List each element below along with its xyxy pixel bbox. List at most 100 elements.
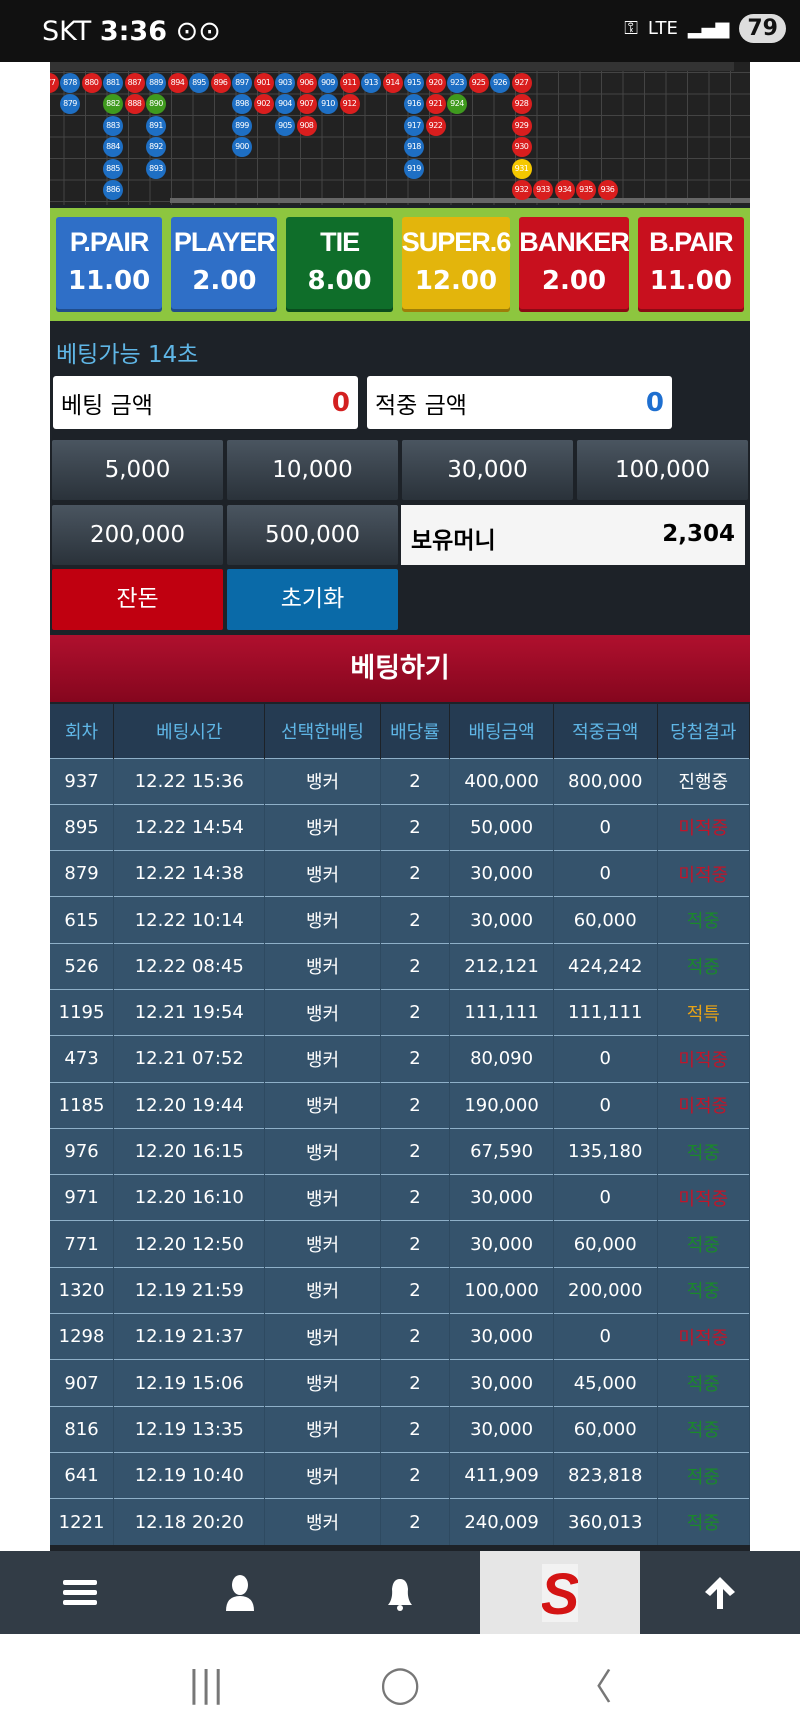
- table-cell: 0: [553, 1081, 658, 1129]
- bead-b: 900: [232, 137, 252, 157]
- table-cell: 30,000: [449, 850, 554, 897]
- bead-r: 925: [468, 72, 489, 93]
- bead-b: 899: [232, 115, 252, 136]
- table-cell: 30,000: [449, 1405, 554, 1453]
- user-button[interactable]: [160, 1551, 320, 1634]
- chip-button[interactable]: 500,000: [227, 505, 398, 565]
- home-logo-button[interactable]: S: [480, 1551, 640, 1634]
- table-cell: 2: [380, 1498, 451, 1546]
- table-cell: 뱅커: [264, 1359, 381, 1407]
- menu-icon: [63, 1579, 97, 1605]
- chip-button[interactable]: 30,000: [402, 440, 573, 500]
- bet-option-super-6[interactable]: SUPER.6 12.00: [401, 217, 511, 312]
- scroll-top-button[interactable]: [640, 1551, 800, 1634]
- table-cell: 971: [50, 1174, 115, 1221]
- chip-button[interactable]: 200,000: [52, 505, 223, 565]
- recent-apps-icon[interactable]: |||: [187, 1663, 225, 1705]
- table-row: 526 12.22 08:45 뱅커 2 212,121 424,242 적중: [50, 942, 750, 990]
- bead-r: 930: [511, 137, 532, 157]
- table-cell: 60,000: [553, 896, 658, 944]
- table-cell: 12.22 15:36: [113, 757, 266, 805]
- bet-option-tie[interactable]: TIE 8.00: [286, 217, 393, 312]
- bead-r: 888: [124, 94, 145, 114]
- table-row: 1195 12.21 19:54 뱅커 2 111,111 111,111 적특: [50, 988, 750, 1036]
- bead-r: 894: [167, 72, 188, 93]
- table-cell: 111,111: [449, 988, 554, 1036]
- table-row: 1185 12.20 19:44 뱅커 2 190,000 0 미적중: [50, 1081, 750, 1129]
- bead-r: 902: [253, 94, 274, 114]
- table-cell: 615: [50, 896, 115, 944]
- table-cell: 12.22 08:45: [113, 942, 266, 990]
- bet-option-b-pair[interactable]: B.PAIR 11.00: [637, 217, 744, 312]
- table-cell: 뱅커: [264, 1220, 381, 1268]
- bead-b: 917: [404, 115, 424, 136]
- change-button[interactable]: 잔돈: [52, 569, 223, 630]
- bead-b: 905: [275, 115, 295, 136]
- bead-r: 887: [124, 72, 145, 93]
- bead-b: 903: [275, 72, 295, 93]
- table-cell: 473: [50, 1035, 115, 1083]
- chip-button[interactable]: 5,000: [52, 440, 223, 500]
- chip-button[interactable]: 100,000: [577, 440, 748, 500]
- table-cell: 30,000: [449, 1174, 554, 1221]
- bead-b: 892: [146, 137, 166, 157]
- table-row: 1221 12.18 20:20 뱅커 2 240,009 360,013 적중: [50, 1498, 750, 1546]
- table-cell: 937: [50, 757, 115, 805]
- table-cell: 30,000: [449, 1220, 554, 1268]
- table-cell: 60,000: [553, 1405, 658, 1453]
- bead-r: 929: [511, 115, 532, 136]
- table-cell: 100,000: [449, 1266, 554, 1314]
- table-cell: 12.20 12:50: [113, 1220, 266, 1268]
- home-icon[interactable]: ◯: [380, 1663, 421, 1705]
- table-cell: 12.19 10:40: [113, 1451, 266, 1499]
- table-cell: 1221: [50, 1498, 115, 1546]
- table-cell: 0: [553, 1035, 658, 1083]
- table-cell: 30,000: [449, 1359, 554, 1407]
- bet-odds: 11.00: [649, 266, 732, 296]
- column-header: 배팅금액: [449, 704, 554, 758]
- table-cell: 뱅커: [264, 1266, 381, 1314]
- bead-b: 893: [146, 158, 166, 179]
- bet-history-table: 회차 베팅시간 선택한배팅 배당률 배팅금액 적중금액 당첨결과 937 12.22 15:36…: [50, 704, 750, 1546]
- table-cell: 0: [553, 850, 658, 897]
- place-bet-button[interactable]: 베팅하기: [50, 635, 750, 702]
- table-cell: 2: [380, 1266, 451, 1314]
- bead-b: 886: [103, 180, 123, 200]
- bead-r: 906: [296, 72, 317, 93]
- table-cell: 적중: [657, 942, 750, 990]
- bead-b: 885: [103, 158, 123, 179]
- bead-r: 927: [511, 72, 532, 93]
- bet-odds: 12.00: [414, 266, 498, 296]
- arrow-up-icon: [705, 1576, 735, 1609]
- bead-r: 912: [339, 94, 360, 114]
- reset-button[interactable]: 초기화: [227, 569, 398, 630]
- bead-b: 895: [189, 72, 209, 93]
- bet-odds: 2.00: [192, 266, 257, 296]
- bead-b: 926: [490, 72, 510, 93]
- bet-option-banker[interactable]: BANKER 2.00: [519, 217, 630, 312]
- bead-r: 934: [554, 180, 575, 200]
- bead-b: 923: [447, 72, 467, 93]
- balance-box: 보유머니 2,304: [401, 505, 745, 565]
- column-header: 당첨결과: [657, 704, 750, 758]
- table-cell: 45,000: [553, 1359, 658, 1407]
- menu-button[interactable]: [0, 1551, 160, 1634]
- table-cell: 240,009: [449, 1498, 554, 1546]
- table-cell: 2: [380, 988, 451, 1036]
- chip-button[interactable]: 10,000: [227, 440, 398, 500]
- carrier: SKT: [42, 16, 92, 47]
- table-cell: 2: [380, 896, 451, 944]
- notification-button[interactable]: 3: [320, 1551, 523, 1634]
- back-icon[interactable]: 〈: [576, 1667, 613, 1708]
- column-header: 회차: [50, 704, 115, 758]
- bet-option-p-pair[interactable]: P.PAIR 11.00: [56, 217, 163, 312]
- logo-s: S: [542, 1563, 578, 1622]
- bead-b: 909: [318, 72, 338, 93]
- bead-r: 911: [339, 72, 360, 93]
- bell-icon: [388, 1578, 412, 1611]
- bet-option-player[interactable]: PLAYER 2.00: [171, 217, 278, 312]
- bet-odds: 11.00: [67, 266, 151, 296]
- table-cell: 0: [553, 803, 658, 851]
- road-scrollbar[interactable]: [170, 198, 750, 203]
- bet-amount-label: 베팅 금액: [61, 393, 153, 419]
